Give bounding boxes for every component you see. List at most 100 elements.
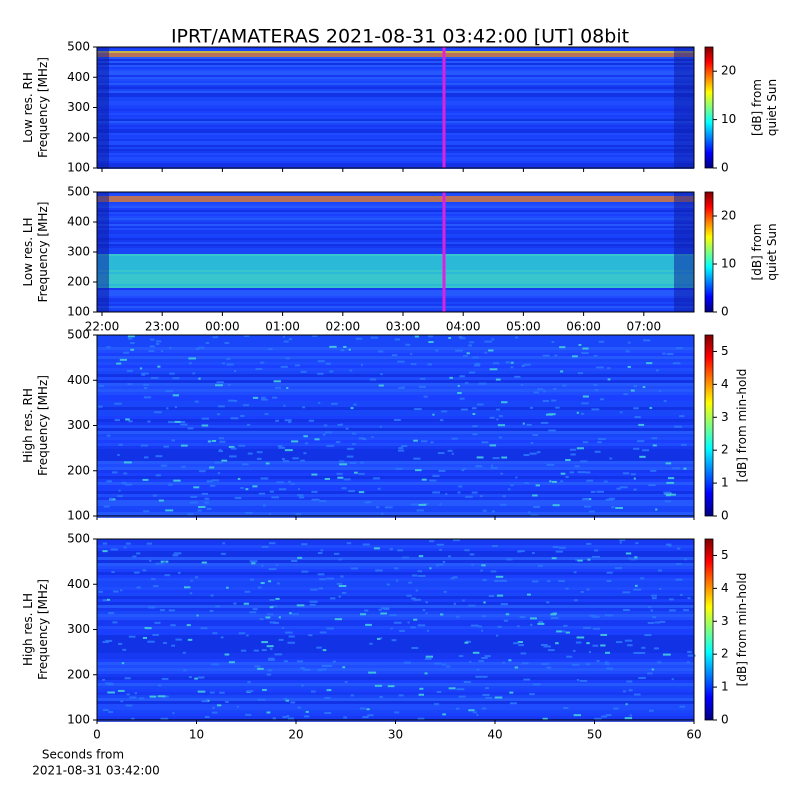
heatmap-row [97, 686, 694, 689]
heatmap-speck [209, 691, 215, 694]
heatmap-speck [163, 445, 169, 448]
heatmap-speck [138, 697, 145, 700]
heatmap-speck [326, 627, 334, 630]
heatmap-speck [424, 672, 428, 675]
heatmap-speck [245, 713, 252, 716]
heatmap-speck [285, 699, 290, 702]
heatmap-speck [177, 420, 186, 423]
heatmap-speck [651, 437, 658, 440]
heatmap-speck [524, 482, 529, 485]
heatmap-row [97, 103, 694, 105]
heatmap-speck [261, 396, 266, 399]
heatmap-speck [244, 590, 251, 593]
heatmap-speck [118, 489, 121, 492]
heatmap-speck [102, 641, 109, 644]
heatmap-speck [290, 483, 295, 486]
heatmap-speck [683, 467, 687, 470]
heatmap-speck [540, 421, 549, 424]
heatmap-speck [580, 412, 585, 415]
heatmap-speck [216, 413, 221, 416]
heatmap-speck [500, 503, 507, 506]
heatmap-speck [266, 711, 271, 714]
y-axis-label-line: Frequency [MHz] [36, 57, 50, 158]
x-tick-label: 23:00 [145, 320, 180, 334]
heatmap-row [97, 310, 694, 312]
heatmap-speck [160, 717, 169, 720]
heatmap-row [97, 131, 694, 133]
heatmap-row [97, 113, 694, 115]
heatmap-speck [484, 655, 491, 658]
heatmap-speck [249, 611, 257, 614]
heatmap-speck [558, 546, 566, 549]
y-tick-label: 400 [67, 373, 90, 387]
heatmap-speck [339, 463, 348, 466]
heatmap-speck [206, 480, 213, 483]
heatmap-speck [450, 577, 455, 580]
heatmap-speck [619, 539, 626, 542]
x-tick-label: 07:00 [627, 320, 662, 334]
heatmap-speck [575, 641, 582, 644]
y-axis-label: High res. LHFrequency [MHz] [21, 579, 50, 680]
heatmap-speck [226, 363, 234, 366]
heatmap-speck [318, 401, 321, 404]
heatmap-speck [505, 613, 510, 616]
heatmap-speck [376, 637, 381, 640]
heatmap-row [97, 452, 694, 455]
heatmap-speck [580, 460, 588, 463]
heatmap-row [97, 500, 694, 503]
heatmap-speck [142, 636, 148, 639]
heatmap-speck [521, 364, 525, 367]
heatmap-speck [326, 689, 332, 692]
colorbar-tick-label: 0 [721, 509, 729, 523]
heatmap-speck [452, 539, 461, 542]
heatmap-speck [298, 488, 301, 491]
heatmap-speck [542, 717, 548, 720]
heatmap-speck [657, 569, 663, 572]
heatmap-speck [317, 360, 325, 363]
colorbar-tick-label: 10 [721, 257, 736, 271]
heatmap-speck [573, 571, 577, 574]
heatmap-speck [98, 590, 103, 593]
heatmap-row [97, 374, 694, 377]
colorbar-label: [dB] fromquiet Sun [750, 79, 779, 136]
heatmap-speck [627, 341, 631, 344]
heatmap-speck [373, 547, 380, 550]
heatmap-row [97, 584, 694, 587]
heatmap-speck [211, 479, 220, 482]
heatmap-speck [468, 709, 475, 712]
heatmap-row [97, 425, 694, 428]
heatmap-speck [526, 593, 531, 596]
heatmap-row [97, 141, 694, 143]
heatmap-speck [633, 588, 642, 591]
heatmap-row [97, 163, 694, 165]
heatmap-row [97, 264, 694, 266]
heatmap-speck [427, 335, 434, 338]
heatmap-speck [261, 641, 269, 644]
heatmap-speck [160, 609, 165, 612]
heatmap [97, 539, 696, 722]
heatmap-speck [668, 544, 672, 547]
heatmap-speck [143, 510, 150, 513]
heatmap-speck [666, 353, 674, 356]
heatmap-speck [638, 423, 645, 426]
heatmap-speck [471, 407, 477, 410]
heatmap-speck [571, 663, 580, 666]
heatmap-speck [397, 449, 405, 452]
heatmap-speck [523, 678, 531, 681]
heatmap-speck [130, 342, 135, 345]
heatmap-speck [125, 418, 130, 421]
heatmap-speck [447, 449, 453, 452]
heatmap-speck [593, 354, 598, 357]
heatmap-speck [311, 473, 318, 476]
heatmap-speck [569, 471, 575, 474]
heatmap-speck [627, 644, 633, 647]
heatmap-speck [647, 672, 653, 675]
heatmap-speck [609, 457, 613, 460]
heatmap-speck [324, 664, 333, 667]
heatmap-row [97, 49, 694, 51]
heatmap-speck [652, 597, 657, 600]
heatmap-speck [565, 476, 569, 479]
heatmap-speck [325, 362, 331, 365]
heatmap-speck [443, 590, 447, 593]
heatmap-speck [630, 389, 635, 392]
